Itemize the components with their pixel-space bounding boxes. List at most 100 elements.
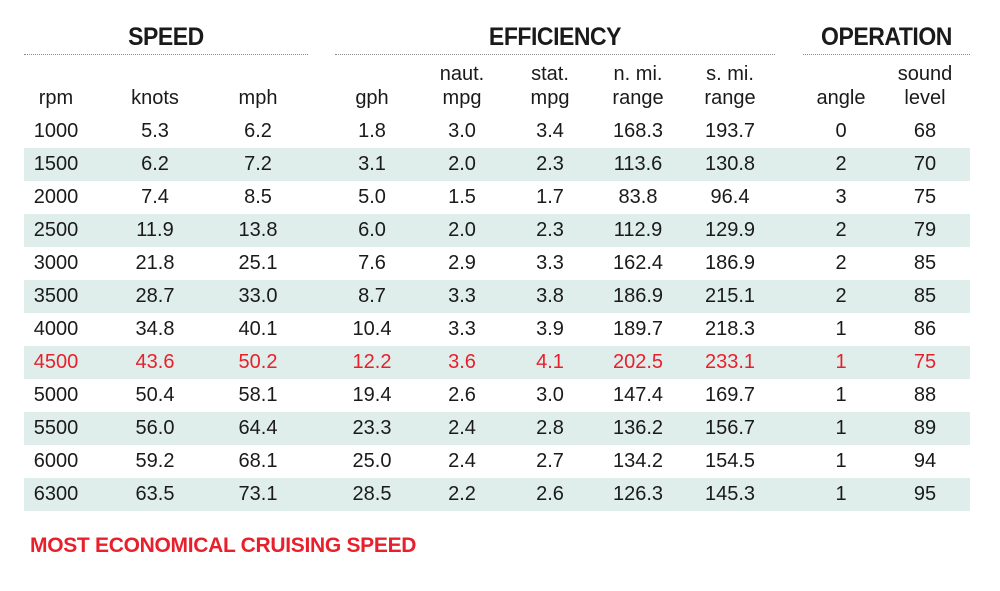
efficiency-group-title: EFFICIENCY: [488, 23, 622, 51]
cell-s-mi-range: 169.7: [704, 384, 756, 406]
cell-sound-level: 88: [913, 384, 937, 406]
cell-naut-mpg: 2.4: [448, 417, 476, 439]
cell-angle: 2: [835, 219, 847, 241]
cell-s-mi-range: 193.7: [704, 120, 756, 142]
cell-n-mi-range: 134.2: [612, 450, 664, 472]
cell-mph: 33.0: [238, 285, 278, 307]
cell-s-mi-range: 129.9: [704, 219, 756, 241]
efficiency-group-rule: [335, 54, 775, 55]
cell-naut-mpg: 2.2: [448, 483, 476, 505]
cell-angle: 1: [835, 417, 847, 439]
cell-knots: 6.2: [141, 153, 169, 175]
cell-angle: 2: [835, 252, 847, 274]
cell-sound-level: 75: [913, 186, 937, 208]
cell-stat-mpg: 3.9: [536, 318, 564, 340]
cell-sound-level: 94: [913, 450, 937, 472]
table-row: 4000 34.8 40.1 10.4 3.3 3.9 189.7 218.3 1 86: [24, 313, 970, 346]
cell-naut-mpg: 2.0: [448, 219, 476, 241]
col-header-line: n. mi.: [613, 63, 663, 85]
cell-stat-mpg: 3.3: [536, 252, 564, 274]
cell-knots: 50.4: [135, 384, 175, 406]
cell-naut-mpg: 3.3: [448, 318, 476, 340]
col-header-line: knots: [131, 87, 179, 109]
col-header-n-mi-range: n. mi. range: [593, 60, 683, 110]
cell-sound-level: 86: [913, 318, 937, 340]
cell-s-mi-range: 186.9: [704, 252, 756, 274]
operation-group-title: OPERATION: [821, 23, 952, 51]
cell-naut-mpg: 2.0: [448, 153, 476, 175]
cell-gph: 6.0: [358, 219, 386, 241]
cell-angle: 3: [835, 186, 847, 208]
cell-s-mi-range: 154.5: [704, 450, 756, 472]
cell-knots: 63.5: [135, 483, 175, 505]
col-header-line: range: [612, 87, 664, 109]
data-table: 1000 5.3 6.2 1.8 3.0 3.4 168.3 193.7 0 68 1500 6.2 7…: [24, 115, 970, 511]
table-row: 1000 5.3 6.2 1.8 3.0 3.4 168.3 193.7 0 68: [24, 115, 970, 148]
col-header-line: range: [704, 87, 756, 109]
cell-angle: 1: [835, 483, 847, 505]
cell-gph: 8.7: [358, 285, 386, 307]
cell-stat-mpg: 1.7: [536, 186, 564, 208]
cell-s-mi-range: 145.3: [704, 483, 756, 505]
cell-naut-mpg: 2.6: [448, 384, 476, 406]
speed-group-rule: [24, 54, 308, 55]
cell-knots: 5.3: [141, 120, 169, 142]
col-header-naut-mpg: naut. mpg: [422, 60, 502, 110]
cell-rpm: 1000: [33, 120, 79, 142]
cell-gph: 19.4: [352, 384, 392, 406]
footnote-economical-speed: MOST ECONOMICAL CRUISING SPEED: [30, 534, 417, 557]
cell-mph: 25.1: [238, 252, 278, 274]
cell-stat-mpg: 2.8: [536, 417, 564, 439]
cell-mph: 6.2: [244, 120, 272, 142]
col-header-stat-mpg: stat. mpg: [510, 60, 590, 110]
cell-knots: 56.0: [135, 417, 175, 439]
cell-rpm: 5000: [33, 384, 79, 406]
cell-rpm: 6000: [33, 450, 79, 472]
cell-mph: 73.1: [238, 483, 278, 505]
table-row: 3000 21.8 25.1 7.6 2.9 3.3 162.4 186.9 2 85: [24, 247, 970, 280]
col-header-line: rpm: [38, 87, 74, 109]
cell-gph: 25.0: [352, 450, 392, 472]
col-header-line: level: [904, 87, 946, 109]
cell-gph: 28.5: [352, 483, 392, 505]
cell-n-mi-range: 113.6: [613, 153, 663, 175]
cell-n-mi-range: 168.3: [612, 120, 664, 142]
cell-gph: 7.6: [358, 252, 386, 274]
col-header-sound-level: sound level: [885, 60, 965, 110]
table-row-highlighted: 4500 43.6 50.2 12.2 3.6 4.1 202.5 233.1 1 75: [24, 346, 970, 379]
table-row: 5000 50.4 58.1 19.4 2.6 3.0 147.4 169.7 1 88: [24, 379, 970, 412]
cell-gph: 5.0: [358, 186, 386, 208]
table-row: 2500 11.9 13.8 6.0 2.0 2.3 112.9 129.9 2 79: [24, 214, 970, 247]
cell-sound-level: 89: [913, 417, 937, 439]
cell-angle: 1: [835, 450, 847, 472]
cell-s-mi-range: 218.3: [704, 318, 756, 340]
col-header-angle: angle: [801, 60, 881, 110]
cell-s-mi-range: 130.8: [704, 153, 756, 175]
table-row: 6300 63.5 73.1 28.5 2.2 2.6 126.3 145.3 1 95: [24, 478, 970, 511]
cell-mph: 50.2: [238, 351, 278, 373]
cell-n-mi-range: 83.8: [618, 186, 658, 208]
cell-sound-level: 75: [913, 351, 937, 373]
cell-rpm: 4000: [33, 318, 79, 340]
cell-knots: 34.8: [135, 318, 175, 340]
col-header-knots: knots: [110, 60, 200, 110]
cell-knots: 11.9: [136, 219, 174, 241]
cell-n-mi-range: 189.7: [612, 318, 664, 340]
cell-naut-mpg: 1.5: [448, 186, 476, 208]
cell-n-mi-range: 186.9: [612, 285, 664, 307]
cell-mph: 64.4: [238, 417, 278, 439]
speed-group-title: SPEED: [128, 23, 204, 51]
col-header-line: sound: [897, 63, 953, 85]
table-row: 1500 6.2 7.2 3.1 2.0 2.3 113.6 130.8 2 70: [24, 148, 970, 181]
cell-knots: 7.4: [141, 186, 169, 208]
cell-gph: 3.1: [358, 153, 386, 175]
col-header-rpm: rpm: [16, 60, 96, 110]
cell-s-mi-range: 233.1: [704, 351, 756, 373]
cell-sound-level: 85: [913, 252, 937, 274]
cell-knots: 59.2: [135, 450, 175, 472]
cell-angle: 0: [835, 120, 847, 142]
cell-rpm: 3500: [33, 285, 79, 307]
col-header-s-mi-range: s. mi. range: [685, 60, 775, 110]
cell-rpm: 4500: [33, 351, 79, 373]
table-row: 6000 59.2 68.1 25.0 2.4 2.7 134.2 154.5 1 94: [24, 445, 970, 478]
